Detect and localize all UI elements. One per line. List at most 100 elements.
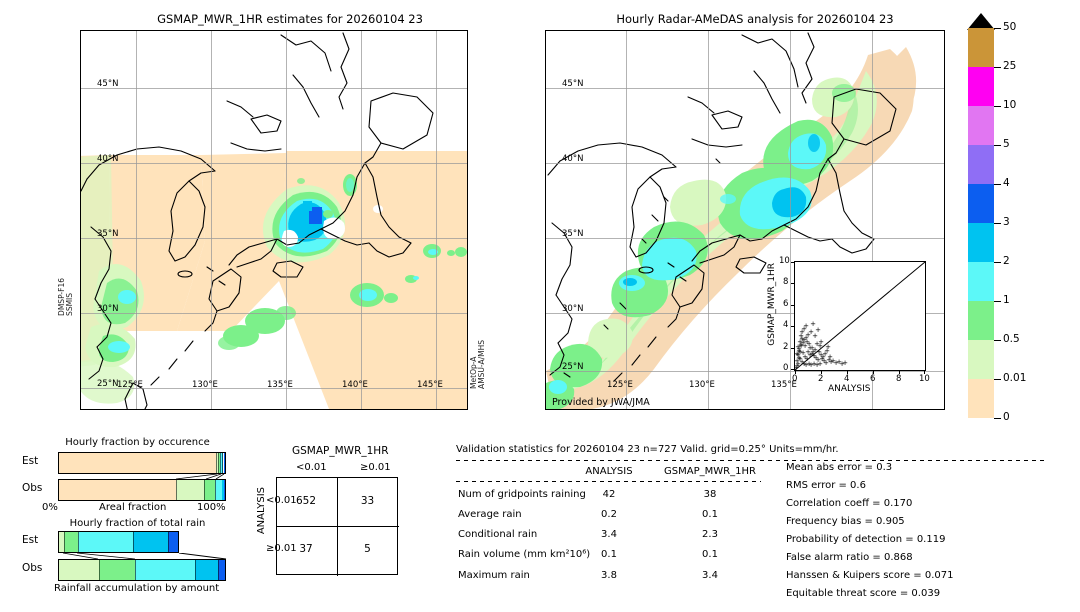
colorbar-tick-10 (994, 106, 1001, 107)
tr-obs-seg-05 (98, 560, 136, 580)
svg-text:+: + (801, 325, 807, 333)
svg-text:+: + (820, 353, 826, 361)
occurrence-row-label-obs: Obs (22, 482, 43, 494)
colorbar-label-2: 2 (1003, 255, 1010, 267)
tr-est-seg-05 (63, 532, 79, 552)
tr-est-seg-3 (168, 532, 178, 552)
svg-text:+: + (799, 358, 805, 366)
svg-text:+: + (833, 359, 839, 367)
lat-gridline-40 (81, 163, 467, 164)
scatter-ytick-6 (791, 305, 795, 306)
scatter-xlabel-0: 0 (792, 374, 798, 384)
scatter-x-axis-title: ANALYSIS (828, 384, 871, 394)
validation-col-header-analysis: ANALYSIS (585, 466, 633, 477)
svg-text:+: + (803, 361, 809, 369)
validation-row-gsmap-0: 38 (703, 489, 717, 500)
svg-text:+: + (798, 332, 804, 340)
validation-row-analysis-3: 0.1 (601, 549, 617, 560)
scatter-xtick-10 (924, 370, 925, 374)
colorbar-seg-05-1 (968, 301, 994, 340)
validation-score-2: Correlation coeff = 0.170 (786, 498, 913, 509)
scatter-xlabel-4: 4 (844, 374, 850, 384)
lon-gridline-130-right (708, 31, 709, 409)
svg-text:+: + (813, 354, 819, 362)
validation-score-0: Mean abs error = 0.3 (786, 462, 893, 473)
lat-gridline-35 (81, 238, 467, 239)
occ-obs-sep-1 (176, 480, 178, 500)
svg-text:+: + (799, 328, 805, 336)
colorbar-seg-25-50 (968, 28, 994, 67)
colorbar-label-0: 0 (1003, 411, 1010, 423)
validation-row-gsmap-3: 0.1 (702, 549, 718, 560)
svg-text:+: + (814, 361, 820, 369)
colorbar-label-50: 50 (1003, 21, 1017, 33)
lat-gridline-40-right (546, 163, 944, 164)
svg-text:+: + (795, 360, 801, 368)
right-panel-title: Hourly Radar-AMeDAS analysis for 2026010… (616, 12, 894, 26)
validation-col-header-gsmap: GSMAP_MWR_1HR (664, 466, 756, 477)
occ-obs-sep-3 (215, 480, 217, 500)
scatter-ylabel-8: 8 (783, 277, 789, 287)
svg-text:+: + (819, 355, 825, 363)
validation-row-gsmap-1: 0.1 (702, 509, 718, 520)
occurrence-connector (175, 474, 225, 479)
lat-label-30n-right: 30°N (562, 304, 584, 314)
right-map-svg (546, 31, 944, 409)
occ-est-sep-3 (219, 453, 221, 473)
lon-label-125e-right: 125°E (607, 380, 633, 390)
validation-row-label-1: Average rain (458, 509, 522, 520)
occurrence-bar-obs (58, 479, 226, 501)
svg-text:+: + (805, 348, 811, 356)
scatter-y-axis-title: GSMAP_MWR_1HR (767, 263, 777, 346)
occ-obs-seg-3 (224, 480, 225, 500)
lat-label-35n-right: 35°N (562, 229, 584, 239)
occ-obs-seg-05 (204, 480, 216, 500)
svg-text:+: + (803, 322, 809, 330)
svg-text:+: + (797, 348, 803, 356)
lat-gridline-35-right (546, 238, 944, 239)
svg-text:+: + (805, 331, 811, 339)
svg-text:+: + (818, 351, 824, 359)
svg-text:+: + (802, 353, 808, 361)
contingency-row-header-lt: <0.01 (266, 495, 297, 506)
lat-label-40n-right: 40°N (562, 154, 584, 164)
left-map-canvas: 45°N 40°N 35°N 30°N 25°N 125°E 130°E 135… (81, 31, 467, 409)
contingency-cell-hit-miss-c: 37 (299, 543, 313, 555)
scatter-xlabel-2: 2 (818, 374, 824, 384)
svg-text:+: + (808, 328, 814, 336)
validation-divider-1 (456, 460, 1048, 461)
lat-gridline-25 (81, 388, 467, 389)
lon-gridline-125-right (626, 31, 627, 409)
svg-text:+: + (817, 360, 823, 368)
scatter-xtick-2 (821, 370, 822, 374)
validation-row-analysis-0: 42 (602, 489, 616, 500)
colorbar-seg-5-10 (968, 106, 994, 145)
svg-text:+: + (824, 347, 830, 355)
data-credit: Provided by JWA/JMA (552, 397, 650, 408)
colorbar-label-10: 10 (1003, 99, 1017, 111)
tr-obs-sep-3 (195, 560, 197, 580)
scatter-ytick-10 (791, 262, 795, 263)
lat-label-45n-right: 45°N (562, 79, 584, 89)
validation-row-analysis-4: 3.8 (601, 570, 617, 581)
lon-gridline-135 (286, 31, 287, 409)
colorbar-tick-001 (994, 379, 1001, 380)
total-rain-bar-est (58, 531, 179, 553)
tr-obs-sep-1 (98, 560, 100, 580)
lon-gridline-140 (361, 31, 362, 409)
validation-score-3: Frequency bias = 0.905 (786, 516, 905, 527)
svg-text:+: + (815, 356, 821, 364)
total-rain-bar-obs (58, 559, 226, 581)
svg-text:+: + (795, 362, 800, 370)
radar-amedas-map: 45°N 40°N 35°N 30°N 25°N 125°E 130°E 135… (545, 30, 945, 410)
validation-row-gsmap-4: 3.4 (702, 570, 718, 581)
validation-row-analysis-1: 0.2 (601, 509, 617, 520)
lat-label-25n-right: 25°N (562, 362, 584, 372)
occurrence-axis-label: Areal fraction (99, 502, 167, 513)
validation-score-4: Probability of detection = 0.119 (786, 534, 946, 545)
svg-text:+: + (801, 360, 807, 368)
svg-text:+: + (798, 341, 804, 349)
occ-obs-seg-1 (215, 480, 222, 500)
svg-text:+: + (821, 357, 827, 365)
scatter-ylabel-4: 4 (783, 320, 789, 330)
